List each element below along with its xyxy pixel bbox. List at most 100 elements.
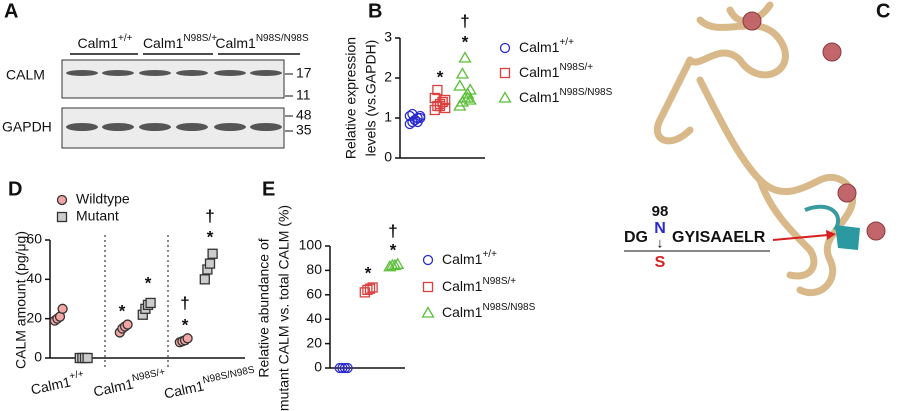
- legend-label: Calm1N98S/+: [519, 62, 593, 80]
- y-axis-label: levels (vs.GAPDH): [363, 40, 379, 157]
- x-tick-label: Calm1N98S/N98S: [162, 364, 257, 401]
- mw-marker: 35: [296, 122, 312, 138]
- legend-label: Calm1+/+: [442, 249, 497, 267]
- marker-ticks: [285, 73, 293, 132]
- y-tick-label: 0: [34, 349, 42, 365]
- point: [364, 283, 376, 294]
- highlight-helix: [835, 225, 860, 250]
- point: [122, 319, 133, 330]
- mw-marker: 48: [296, 107, 312, 123]
- point: [440, 102, 451, 114]
- sequence-prefix: DG: [624, 229, 648, 246]
- point: [145, 297, 156, 309]
- point: [82, 352, 93, 364]
- annotation: *: [145, 273, 152, 292]
- point: [499, 67, 511, 79]
- y-axis-label: Relative abundance of: [256, 238, 272, 377]
- annotation: *: [119, 301, 126, 320]
- y-tick-label: 3: [384, 29, 392, 45]
- point: [437, 96, 448, 108]
- y-tick-label: 20: [26, 309, 42, 325]
- mw-marker: 17: [296, 65, 312, 81]
- point: [412, 116, 423, 128]
- point: [458, 51, 472, 63]
- annotation: *: [437, 67, 444, 86]
- point: [182, 333, 193, 344]
- legend-label: Wildtype: [76, 191, 130, 207]
- point: [390, 257, 405, 269]
- point: [339, 362, 351, 374]
- point: [498, 91, 512, 103]
- y-tick-label: 60: [26, 231, 42, 247]
- y-tick-label: 1: [384, 109, 392, 125]
- point: [422, 254, 434, 266]
- point: [463, 93, 477, 105]
- residue-number: 98: [652, 203, 669, 220]
- annotation: *: [390, 240, 397, 259]
- point: [334, 362, 345, 374]
- point: [432, 84, 443, 96]
- y-tick-label: 0: [384, 149, 392, 165]
- x-tick-label: Calm1+/+: [29, 368, 87, 397]
- mutant-residue: S: [655, 254, 666, 271]
- bands: [66, 70, 282, 131]
- blot: [61, 107, 285, 149]
- y-tick-label: 40: [306, 310, 322, 326]
- y-tick-label: 100: [299, 237, 323, 253]
- point: [57, 303, 68, 314]
- annotation: †: [388, 221, 397, 240]
- panel-label: B: [368, 0, 382, 22]
- y-tick-label: 0: [314, 359, 322, 375]
- x-tick-label: Calm1N98S/+: [91, 366, 167, 399]
- annotation: †: [205, 206, 214, 225]
- wildtype-residue: N: [654, 220, 666, 237]
- y-axis-label: Relative expression: [343, 37, 359, 159]
- y-tick-label: 80: [306, 261, 322, 277]
- panel-label: D: [8, 178, 22, 200]
- blot: [61, 59, 285, 99]
- y-axis-label: CALM amount (pg/μg): [13, 231, 29, 369]
- y-tick-label: 40: [26, 270, 42, 286]
- annotation: *: [207, 227, 214, 246]
- point: [499, 42, 511, 54]
- panel-label: E: [262, 178, 275, 200]
- point: [204, 258, 216, 269]
- point: [199, 274, 210, 285]
- mutation-arrow: ↓: [657, 235, 664, 251]
- row-label: GAPDH: [2, 119, 52, 135]
- lane-label: Calm1+/+: [78, 33, 133, 51]
- y-tick-label: 60: [306, 286, 322, 302]
- y-tick-label: 2: [384, 69, 392, 85]
- point: [337, 362, 348, 374]
- annotation: *: [182, 315, 189, 334]
- legend-label: Calm1+/+: [519, 37, 574, 55]
- lane-label: Calm1N98S/+: [143, 33, 217, 51]
- lane-label: Calm1N98S/N98S: [215, 33, 309, 51]
- row-label: CALM: [6, 67, 45, 83]
- point: [455, 67, 470, 79]
- point: [421, 306, 435, 318]
- pointer-arrow: [772, 230, 836, 241]
- point: [440, 94, 451, 106]
- legend-label: Calm1N98S/N98S: [519, 87, 613, 105]
- annotation: *: [365, 263, 372, 282]
- legend-label: Calm1N98S/N98S: [442, 302, 536, 320]
- point: [422, 281, 434, 293]
- legend-label: Calm1N98S/+: [442, 276, 516, 294]
- point: [362, 284, 373, 296]
- annotation: †: [180, 293, 189, 312]
- point: [460, 91, 475, 103]
- point: [56, 194, 68, 206]
- highlight-loop: [804, 204, 841, 232]
- point: [56, 211, 68, 223]
- y-axis-label: mutant CALM vs. total CALM (%): [276, 205, 292, 411]
- point: [388, 258, 402, 271]
- calcium-ions: [742, 11, 886, 241]
- annotation: *: [462, 32, 469, 51]
- point: [453, 79, 467, 91]
- legend-label: Mutant: [76, 208, 119, 224]
- annotation: †: [460, 11, 469, 30]
- point: [207, 248, 218, 259]
